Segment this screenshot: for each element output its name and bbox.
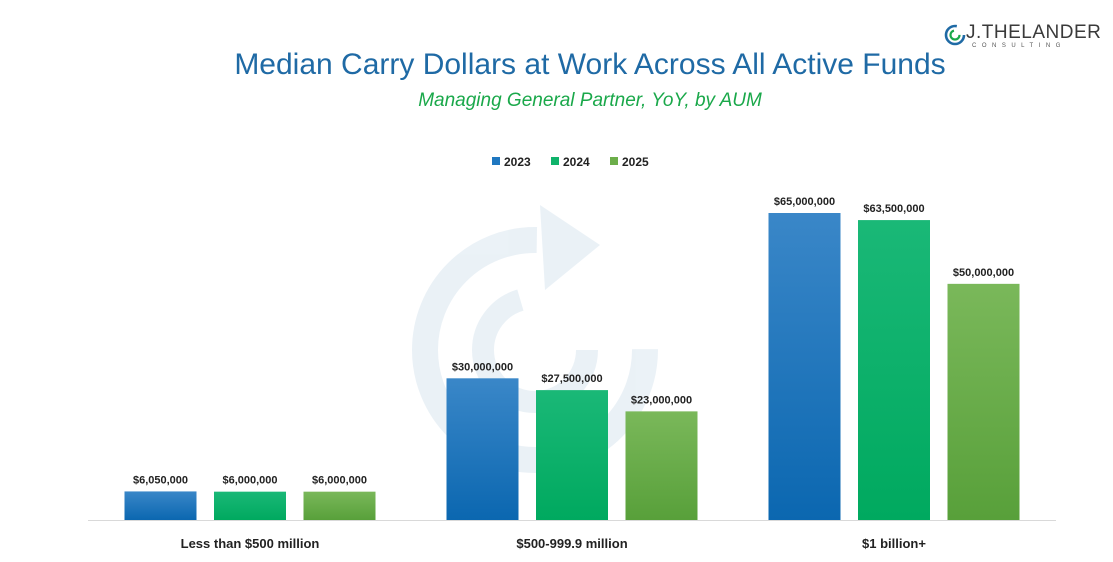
- company-logo: J.THELANDER CONSULTING: [944, 22, 1101, 54]
- bar-2025-1: [303, 491, 376, 520]
- bars: [124, 213, 1020, 521]
- legend-label: 2024: [563, 155, 590, 169]
- chart-title: Median Carry Dollars at Work Across All …: [234, 48, 946, 81]
- data-label: $6,000,000: [222, 475, 277, 487]
- category-label: $1 billion+: [862, 536, 926, 551]
- data-label: $23,000,000: [631, 394, 692, 406]
- bar-2025-2: [625, 411, 698, 520]
- category-labels: Less than $500 million $500-999.9 million…: [181, 536, 927, 551]
- data-label: $50,000,000: [953, 267, 1014, 279]
- legend-swatch-2025: [610, 157, 618, 165]
- legend-label: 2023: [504, 155, 531, 169]
- data-label: $6,000,000: [312, 475, 367, 487]
- legend: 2023 2024 2025: [492, 155, 649, 169]
- logo-name: J.THELANDER: [966, 22, 1102, 43]
- spiral-logo-icon: [944, 24, 966, 46]
- category-label: Less than $500 million: [181, 536, 320, 551]
- data-label: $30,000,000: [452, 361, 513, 373]
- bar-2024-3: [858, 220, 930, 521]
- watermark-logo: [412, 205, 658, 473]
- bar-2023-3: [768, 213, 841, 520]
- chart-subtitle: Managing General Partner, YoY, by AUM: [418, 90, 762, 111]
- bar-2023-1: [124, 491, 197, 520]
- bar-2023-2: [446, 378, 519, 520]
- bar-labels: $6,050,000 $30,000,000 $65,000,000 $6,000,0…: [133, 196, 1014, 487]
- data-label: $27,500,000: [541, 373, 602, 385]
- bar-2025-3: [947, 283, 1020, 520]
- category-label: $500-999.9 million: [516, 536, 627, 551]
- logo-subtext: CONSULTING: [972, 43, 1066, 49]
- legend-swatch-2023: [492, 157, 500, 165]
- bar-2024-2: [536, 390, 608, 520]
- data-label: $65,000,000: [774, 196, 835, 208]
- data-label: $63,500,000: [863, 203, 924, 215]
- legend-swatch-2024: [551, 157, 559, 165]
- bar-2024-1: [214, 491, 286, 520]
- legend-label: 2025: [622, 155, 649, 169]
- data-label: $6,050,000: [133, 474, 188, 486]
